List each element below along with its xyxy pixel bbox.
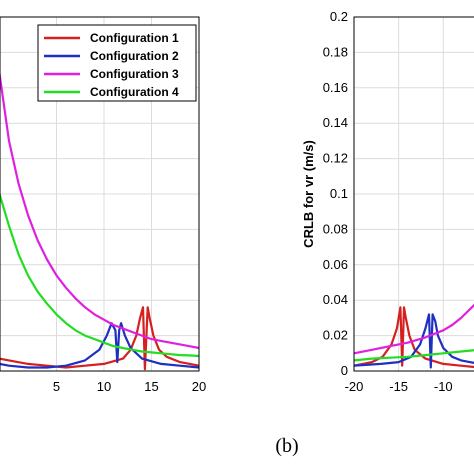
legend-label-configuration-2: Configuration 2	[90, 49, 179, 63]
left-line-configuration-3	[0, 69, 200, 350]
right-series	[353, 303, 474, 369]
right-grid	[354, 17, 474, 371]
left-line-configuration-2	[0, 322, 200, 369]
right-y-ticks: 0 0.02 0.04 0.06 0.08 0.1 0.12 0.14 0.16 0.18 0.2	[323, 9, 348, 378]
right-plot-frame	[353, 16, 474, 372]
left-line-configuration-1	[0, 306, 200, 371]
right-line-configuration-1	[353, 306, 474, 369]
right-x-ticks: -20 -15 -10	[345, 379, 453, 394]
right-x-tick-label: -10	[434, 379, 453, 394]
figure-caption: (b)	[275, 435, 298, 457]
right-y-tick-label: 0.14	[323, 115, 348, 130]
legend-label-configuration-3: Configuration 3	[90, 67, 179, 81]
right-y-tick-label: 0.18	[323, 44, 348, 59]
right-y-tick-label: 0	[341, 363, 348, 378]
right-line-configuration-4	[353, 349, 474, 362]
right-y-tick-label: 0.16	[323, 80, 348, 95]
right-x-tick-label: -20	[345, 379, 364, 394]
legend-label-configuration-1: Configuration 1	[90, 31, 179, 45]
left-plot-frame	[0, 16, 200, 372]
right-y-tick-label: 0.04	[323, 292, 348, 307]
right-x-tick-label: -15	[389, 379, 408, 394]
right-y-tick-label: 0.08	[323, 221, 348, 236]
left-x-tick-label: 5	[53, 379, 60, 394]
left-series	[0, 69, 200, 371]
legend: Configuration 1 Configuration 2 Configurat…	[37, 24, 197, 102]
right-line-configuration-2	[353, 313, 474, 369]
right-y-tick-label: 0.06	[323, 257, 348, 272]
right-y-axis-label: CRLB for vr (m/s)	[301, 140, 316, 248]
left-x-tick-label: 10	[97, 379, 111, 394]
right-y-tick-label: 0.02	[323, 328, 348, 343]
left-line-configuration-4	[0, 190, 200, 358]
right-plot: 00.020.040.060.080.10.120.140.160.180.2 …	[301, 9, 474, 394]
left-x-tick-label: 15	[144, 379, 158, 394]
legend-label-configuration-4: Configuration 4	[90, 85, 179, 99]
right-y-tick-label: 0.12	[323, 151, 348, 166]
right-y-tick-label: 0.1	[330, 186, 348, 201]
right-line-configuration-3	[353, 303, 474, 355]
left-x-tick-label: 20	[192, 379, 206, 394]
left-x-ticks: 5 10 15 20	[53, 379, 206, 394]
right-y-tick-label: 0.2	[330, 9, 348, 24]
